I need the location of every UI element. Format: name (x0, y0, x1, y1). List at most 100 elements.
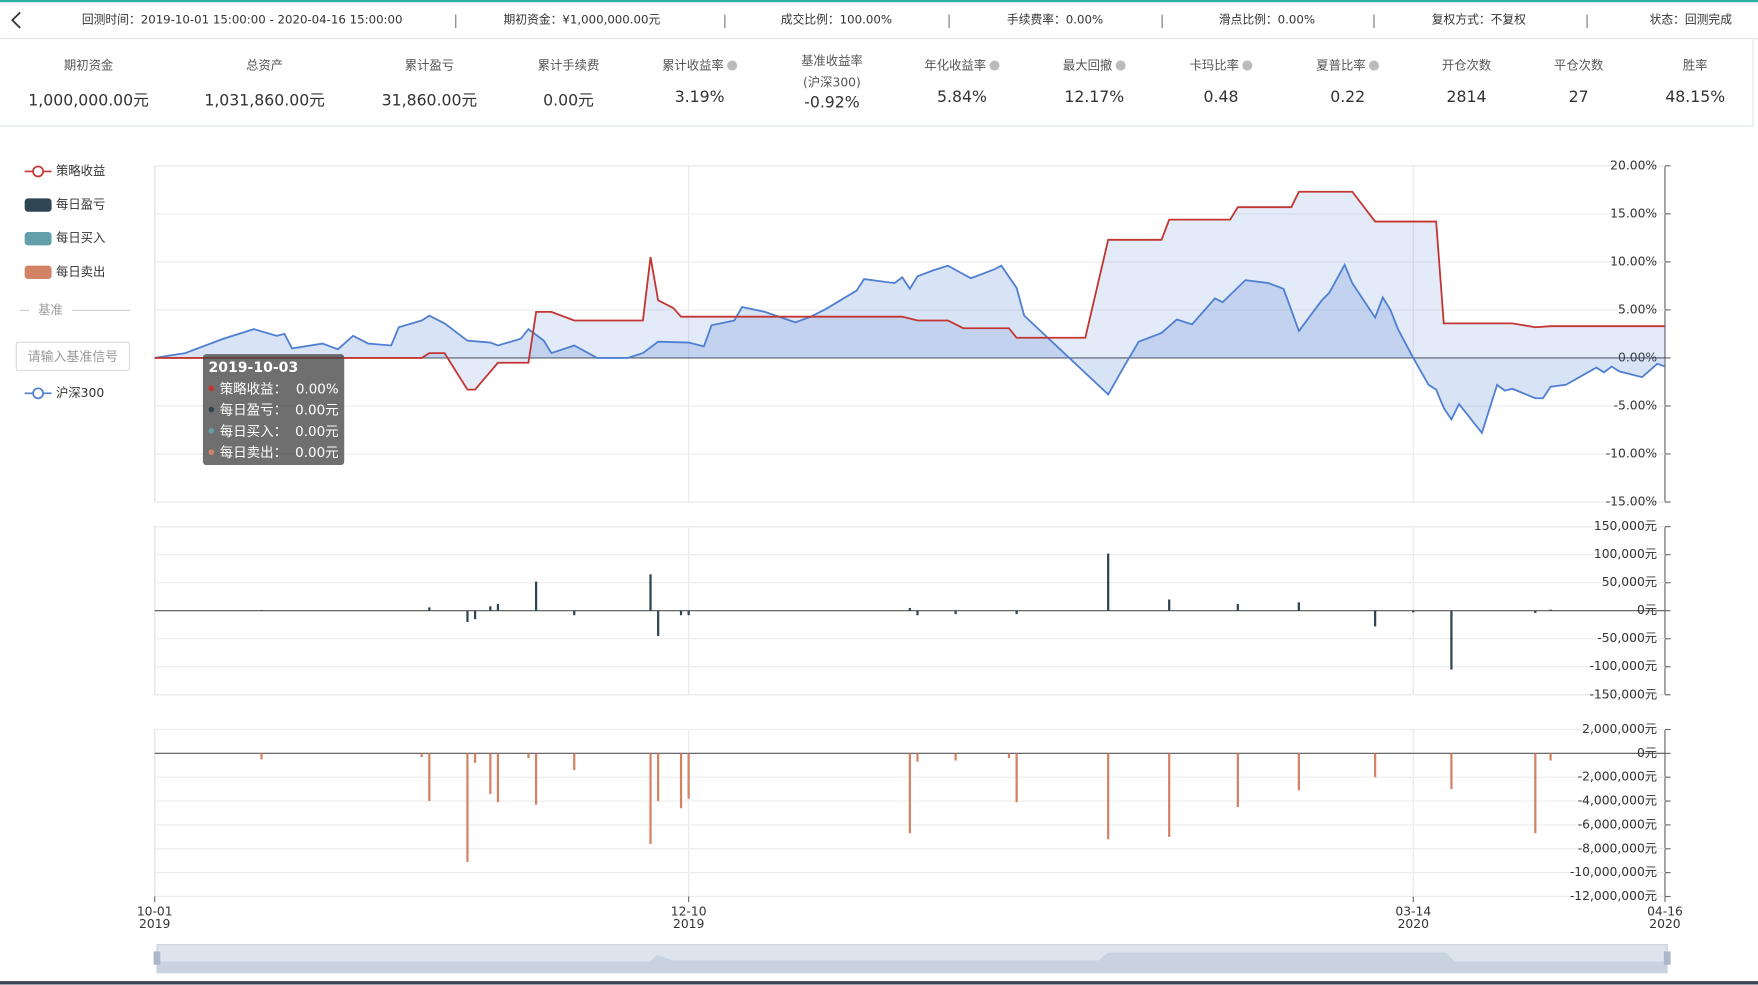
bar (534, 753, 538, 805)
bar (466, 753, 469, 862)
stat-label-text: 年化收益率 (924, 58, 987, 73)
stat-value: -0.92% (804, 94, 860, 113)
y-tick-label: 15.00% (1610, 206, 1657, 220)
legend-label[interactable]: 沪深300 (56, 386, 104, 400)
stat-label-text: 最大回撤 (1062, 58, 1113, 73)
bar (489, 606, 492, 611)
y-tick-label: -2,000,000元 (1578, 770, 1657, 784)
bar (1549, 609, 1552, 611)
header-item: 期初资金：¥1,000,000.00元 (503, 13, 661, 27)
bar (649, 574, 652, 611)
bar (1412, 610, 1415, 613)
area (154, 264, 1665, 433)
legend-label[interactable]: 每日卖出 (56, 264, 105, 279)
bar (679, 753, 683, 809)
bar (534, 581, 538, 611)
y-tick-label: -50,000元 (1597, 631, 1657, 645)
y-tick-label: -10,000,000元 (1570, 865, 1657, 879)
bar (908, 753, 911, 834)
x-tick-label: 12-10 (671, 905, 707, 919)
y-tick-label: -15.00% (1606, 495, 1658, 509)
stat-value: 0.22 (1330, 88, 1366, 107)
zoom-handle[interactable] (1663, 951, 1671, 965)
x-tick-label: 10-01 (137, 905, 173, 919)
benchmark-input[interactable]: 请输入基准信号 (15, 341, 131, 371)
y-tick-label: 2,000,000元 (1582, 722, 1657, 736)
bar (1534, 610, 1537, 613)
bar (466, 610, 469, 622)
stat-label-text: 平仓次数 (1553, 58, 1604, 73)
bar (420, 753, 423, 757)
tooltip-dot (208, 428, 215, 434)
stat-value: 12.17% (1064, 88, 1125, 107)
stat-value: 5.84% (937, 88, 987, 107)
legend-label[interactable]: 策略收益 (56, 163, 105, 178)
bar (1107, 753, 1110, 840)
stat-label-text: 期初资金 (63, 58, 114, 73)
stat-value: 48.15% (1665, 88, 1726, 107)
bar (1015, 610, 1018, 615)
bar (954, 610, 957, 615)
bar (657, 610, 660, 636)
bar (687, 753, 690, 799)
legend-icon (24, 198, 52, 212)
stat-value: 3.19% (674, 88, 725, 107)
tooltip-value: 0.00元 (295, 402, 339, 418)
legend-label[interactable]: 每日买入 (56, 230, 105, 245)
info-icon[interactable] (727, 60, 738, 71)
info-icon[interactable] (1368, 60, 1380, 71)
stat-label: 夏普比率 (1316, 56, 1380, 74)
y-tick-label: -12,000,000元 (1570, 889, 1657, 903)
stat-label: 期初资金 (64, 56, 113, 74)
stat-label: 基准收益率 (801, 53, 863, 69)
bar (260, 753, 263, 760)
tooltip-dot (208, 385, 215, 392)
separator (455, 14, 457, 29)
y-tick-label: 10.00% (1610, 254, 1657, 268)
bar (1107, 553, 1110, 611)
chart-area-bg (0, 132, 1758, 985)
x-tick-label: 2020 (1649, 917, 1681, 931)
stat-label: 卡玛比率 (1190, 56, 1253, 74)
y-tick-label: 50,000元 (1602, 575, 1657, 589)
legend-label[interactable]: 每日盈亏 (56, 197, 105, 212)
bar (428, 607, 431, 611)
y-tick-label: 150,000元 (1594, 519, 1657, 533)
y-tick-label: 20.00% (1610, 158, 1657, 172)
info-icon[interactable] (989, 60, 1000, 71)
line (154, 190, 1665, 391)
y-tick-label: -4,000,000元 (1578, 794, 1657, 808)
zoom-handle[interactable] (153, 951, 161, 965)
legend-icon (32, 165, 45, 178)
stat-label: 总资产 (246, 56, 283, 74)
bar (649, 753, 652, 845)
stat-label: 累计手续费 (538, 56, 600, 74)
bar (1450, 753, 1453, 790)
stat-label-text: 开仓次数 (1441, 58, 1492, 73)
legend-icon (24, 265, 52, 280)
back-button[interactable] (9, 11, 25, 29)
benchmark-title: 基准 (38, 303, 63, 317)
tooltip-dot (208, 449, 215, 455)
info-icon[interactable] (1115, 60, 1126, 71)
separator (1161, 14, 1163, 29)
bar (1450, 610, 1453, 670)
stat-label-text: 累计盈亏 (404, 58, 455, 73)
zoom-preview (156, 952, 1668, 973)
bar (1168, 599, 1171, 611)
header-item: 手续费率：0.00% (1006, 13, 1104, 27)
info-icon[interactable] (1242, 60, 1253, 71)
bar (428, 753, 431, 802)
stat-label: 平仓次数 (1554, 56, 1603, 74)
header-item: 复权方式：不复权 (1431, 13, 1526, 27)
stat-label-text: 累计收益率 (662, 58, 724, 73)
separator (948, 14, 950, 29)
tooltip-row: 每日买入： 0.00元 (208, 421, 341, 441)
bar (916, 753, 919, 762)
tooltip-label: 策略收益： (219, 381, 288, 397)
header-item: 滑点比例：0.00% (1218, 13, 1316, 27)
bar (473, 610, 477, 620)
bar (573, 610, 576, 616)
stat-value: 31,860.00元 (381, 91, 478, 110)
stat-value: 2814 (1446, 88, 1487, 107)
